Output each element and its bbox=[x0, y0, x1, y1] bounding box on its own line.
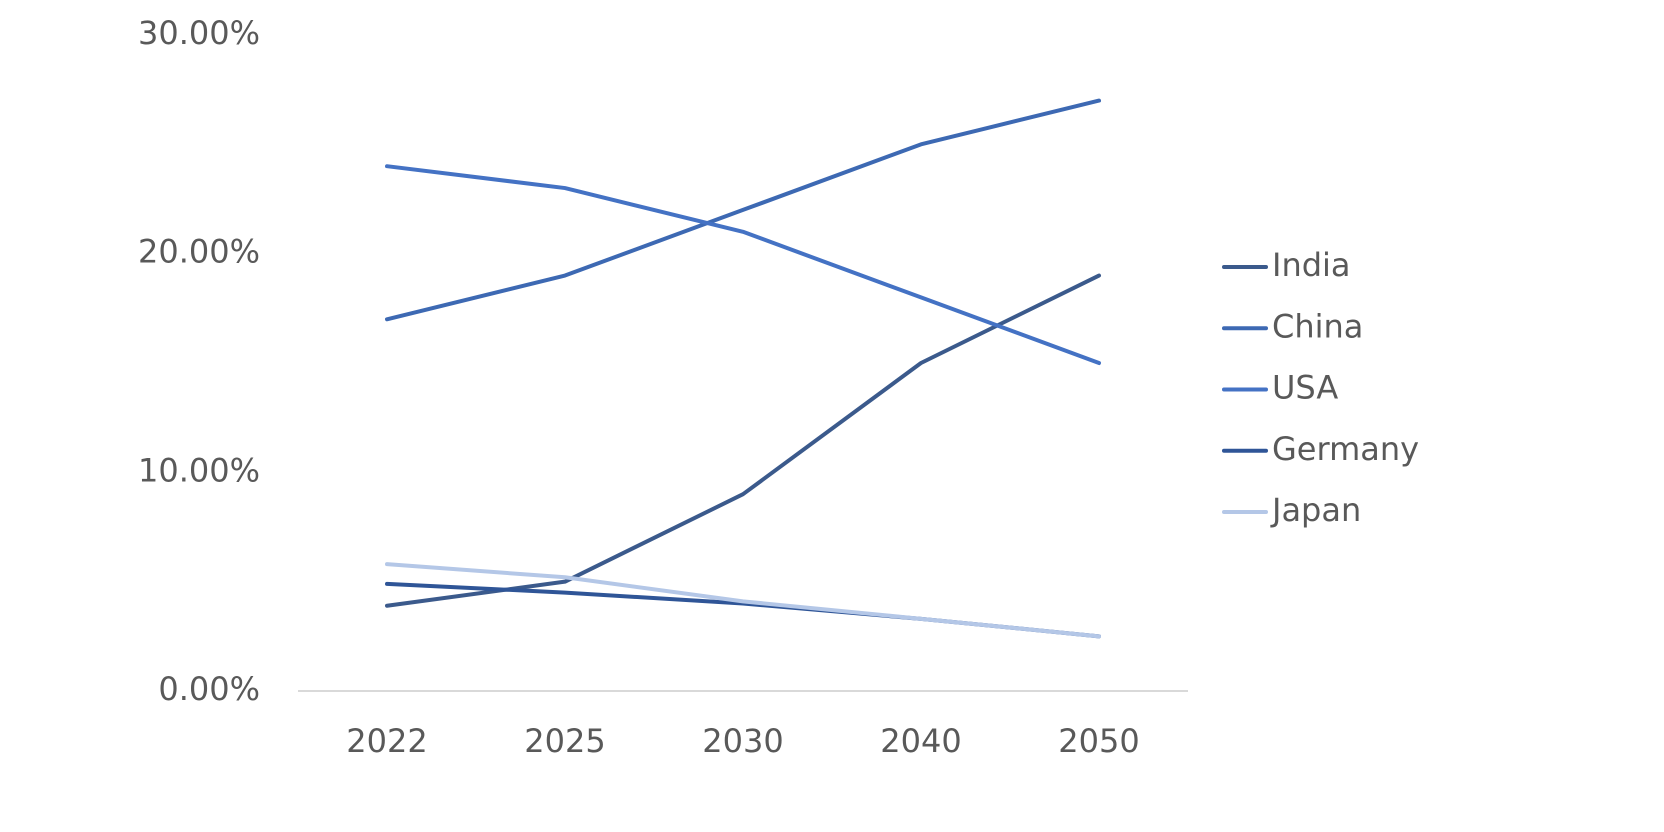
y-tick-label: 20.00% bbox=[138, 233, 260, 271]
series-line bbox=[385, 164, 1101, 365]
legend-label: Germany bbox=[1272, 430, 1419, 468]
y-tick-label: 30.00% bbox=[138, 14, 260, 52]
legend-label: India bbox=[1272, 246, 1351, 284]
y-tick-label: 10.00% bbox=[138, 451, 260, 489]
legend-label: USA bbox=[1272, 369, 1338, 407]
y-tick-label: 0.00% bbox=[158, 670, 260, 708]
x-tick-label: 2030 bbox=[702, 722, 783, 760]
x-tick-label: 2050 bbox=[1058, 722, 1139, 760]
series-line bbox=[385, 98, 1101, 322]
x-tick-label: 2022 bbox=[346, 722, 427, 760]
legend-label: Japan bbox=[1270, 491, 1361, 529]
x-tick-label: 2040 bbox=[880, 722, 961, 760]
x-tick-label: 2025 bbox=[524, 722, 605, 760]
series-line bbox=[385, 562, 1101, 639]
legend-label: China bbox=[1272, 307, 1363, 345]
